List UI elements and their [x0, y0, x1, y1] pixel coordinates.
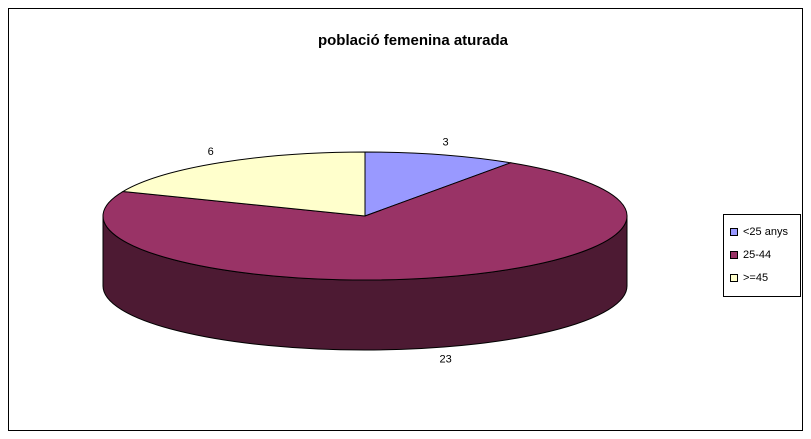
data-label: 6 [208, 146, 214, 158]
pie-slice [121, 151, 366, 217]
data-label: 23 [439, 353, 451, 365]
chart-title: població femenina aturada [318, 32, 509, 49]
data-label: 3 [443, 136, 449, 148]
legend-label: <25 anys [743, 226, 788, 238]
legend-swatch [730, 274, 738, 282]
legend-swatch [730, 251, 738, 259]
legend-swatch [730, 228, 738, 236]
pie-slice [364, 151, 513, 217]
pie-slice [102, 162, 628, 281]
legend-label: 25-44 [743, 249, 771, 261]
legend-label: >=45 [743, 272, 768, 284]
